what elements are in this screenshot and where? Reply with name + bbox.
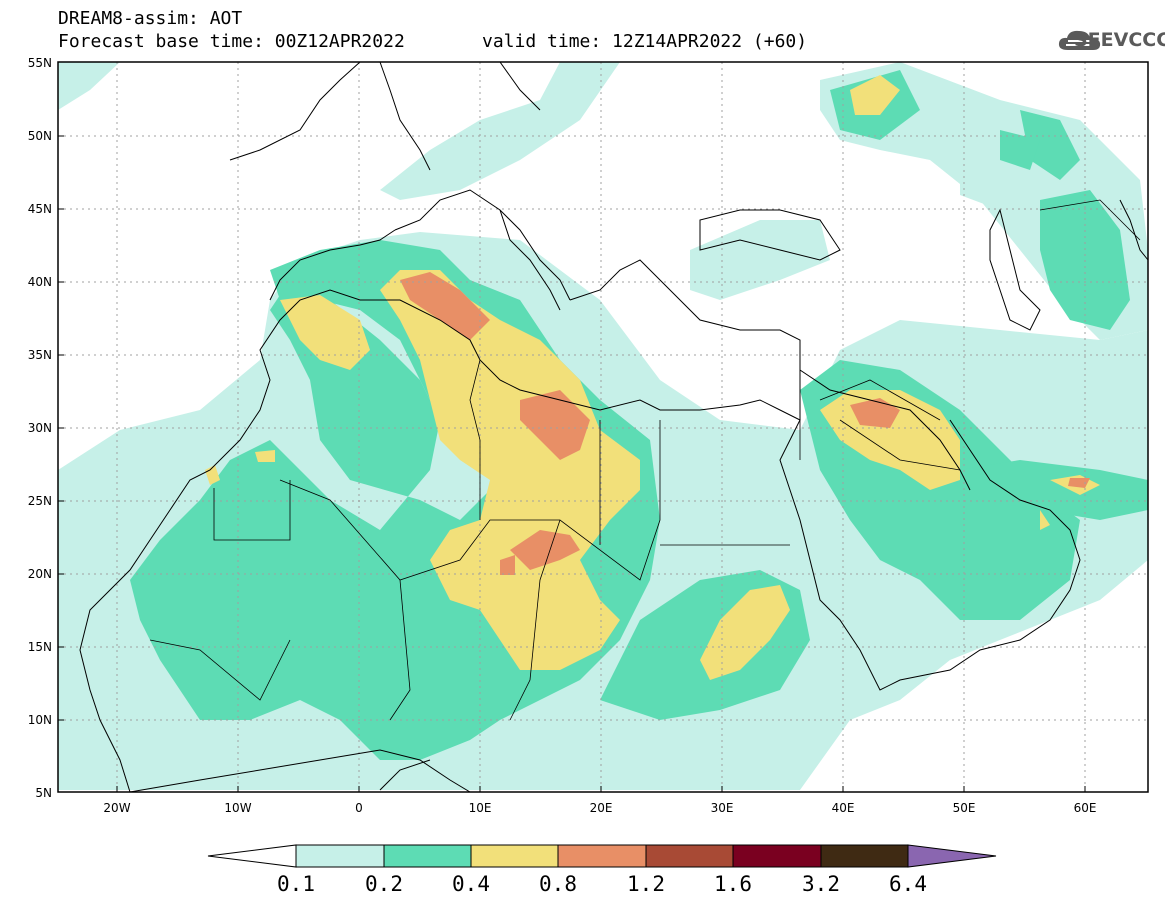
coastlines (79, 62, 1148, 792)
logo-text: SEEVCCC (1074, 29, 1165, 51)
lat-label-40n: 40N (28, 275, 52, 289)
lon-label-20w: 20W (103, 801, 130, 815)
colorbar-bin-12 (645, 844, 734, 868)
colorbar-label-1.6: 1.6 (714, 872, 752, 896)
lat-label-45n: 45N (28, 202, 52, 216)
lat-label-20n: 20N (28, 567, 52, 581)
lon-label-0: 0 (355, 801, 363, 815)
colorbar-bin-16 (732, 844, 822, 868)
lat-label-10n: 10N (28, 713, 52, 727)
lat-label-5n: 5N (35, 786, 52, 800)
colorbar-bin-08 (557, 844, 647, 868)
colorbar-label-0.8: 0.8 (539, 872, 577, 896)
forecast-base-time: Forecast base time: 00Z12APR2022 (58, 31, 405, 52)
map-frame (57, 61, 1149, 793)
lat-label-55n: 55N (28, 56, 52, 70)
colorbar-label-0.2: 0.2 (365, 872, 403, 896)
colorbar-under-arrow (207, 844, 297, 868)
aot-shading (58, 62, 1148, 790)
lon-label-50e: 50E (953, 801, 976, 815)
colorbar-over-arrow (907, 844, 997, 868)
cloud-logo-icon (1058, 30, 1101, 50)
lon-label-40e: 40E (832, 801, 855, 815)
model-title: DREAM8-assim: AOT (58, 8, 243, 29)
lat-label-30n: 30N (28, 421, 52, 435)
colorbar-label-0.1: 0.1 (277, 872, 315, 896)
colorbar-label-6.4: 6.4 (889, 872, 927, 896)
colorbar-label-0.4: 0.4 (452, 872, 490, 896)
lat-label-15n: 15N (28, 640, 52, 654)
colorbar-bin-04 (470, 844, 559, 868)
lon-label-10w: 10W (224, 801, 251, 815)
lat-label-50n: 50N (28, 129, 52, 143)
lat-label-35n: 35N (28, 348, 52, 362)
valid-time: valid time: 12Z14APR2022 (+60) (482, 31, 808, 52)
colorbar-bin-02 (383, 844, 472, 868)
lat-label-25n: 25N (28, 494, 52, 508)
lon-label-10e: 10E (469, 801, 492, 815)
map-grid (58, 62, 1148, 792)
lon-label-20e: 20E (590, 801, 613, 815)
lon-label-60e: 60E (1074, 801, 1097, 815)
lon-label-30e: 30E (711, 801, 734, 815)
colorbar-label-1.2: 1.2 (627, 872, 665, 896)
colorbar-label-3.2: 3.2 (802, 872, 840, 896)
colorbar-bin-32 (820, 844, 909, 868)
colorbar (207, 844, 997, 868)
country-borders (149, 199, 1141, 721)
colorbar-bin-01 (295, 844, 385, 868)
